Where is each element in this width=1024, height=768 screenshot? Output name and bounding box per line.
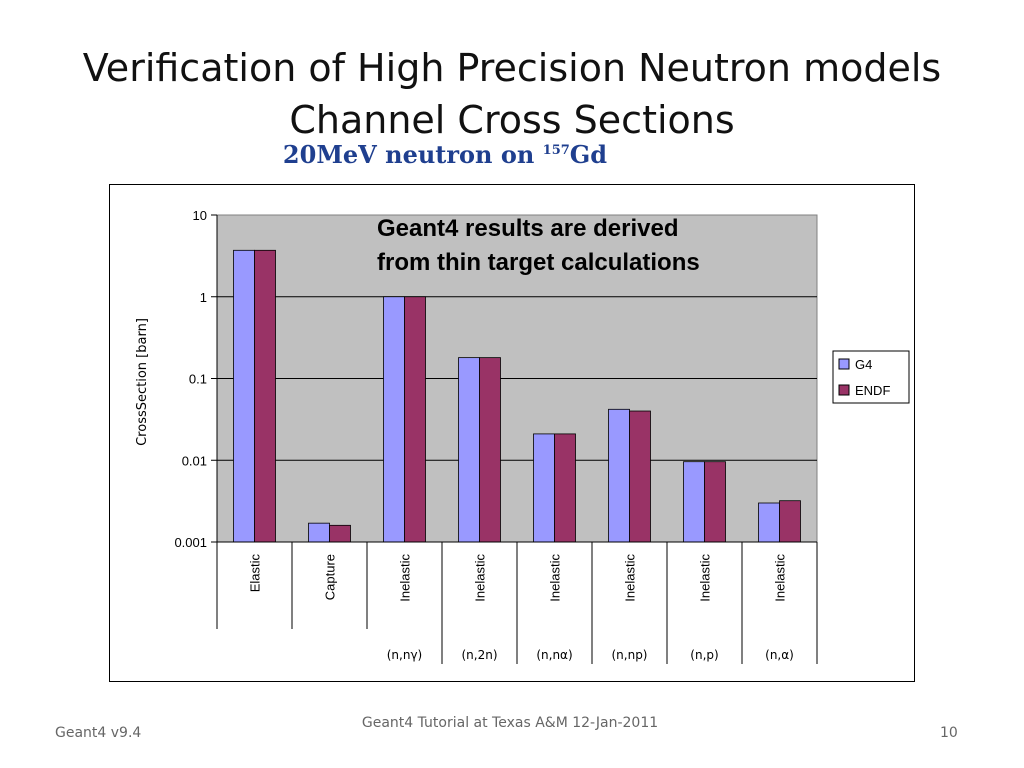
- y-tick-label: 0.001: [174, 535, 207, 550]
- footer-version: Geant4 v9.4: [55, 725, 142, 741]
- category-label: Inelastic: [473, 554, 488, 602]
- bar-g4: [758, 502, 780, 543]
- subtitle-text: 20MeV neutron on: [282, 140, 543, 169]
- legend-swatch-g4: [838, 358, 850, 370]
- bar-g4: [533, 433, 555, 543]
- legend: G4 ENDF: [832, 350, 910, 404]
- annotation-line-2: from thin target calculations: [377, 249, 700, 276]
- legend-label-endf: ENDF: [855, 383, 890, 398]
- bar-endf: [554, 433, 576, 543]
- bar-g4: [458, 357, 480, 543]
- footer-page-number: 10: [940, 725, 958, 741]
- bar-endf: [329, 524, 351, 543]
- subcategory-label: (n,np): [611, 648, 647, 662]
- bar-g4: [608, 408, 630, 543]
- footer-event: Geant4 Tutorial at Texas A&M 12-Jan-2011: [361, 715, 659, 731]
- bar-endf: [479, 357, 501, 543]
- bar-endf: [404, 296, 426, 543]
- subcategory-label: (n,nα): [536, 648, 572, 662]
- subcategory-label: (n,2n): [461, 648, 497, 662]
- annotation-line-1: Geant4 results are derived: [377, 215, 678, 242]
- bar-g4: [383, 296, 405, 543]
- bar-endf: [704, 461, 726, 543]
- y-axis-label: CrossSection [barn]: [135, 318, 150, 446]
- bars: [233, 249, 801, 543]
- category-label: Inelastic: [548, 554, 563, 602]
- y-tick-label: 10: [193, 208, 207, 223]
- category-label: Elastic: [248, 554, 263, 593]
- title-line-1: Verification of High Precision Neutron m…: [82, 46, 942, 90]
- slide-title: Verification of High Precision Neutron m…: [0, 42, 1024, 146]
- y-tick-label: 0.1: [189, 372, 207, 387]
- subcategory-label: (n,α): [765, 648, 794, 662]
- x-axis: Elastic Capture Inelastic (n,nγ) Inelastic (n…: [216, 541, 818, 664]
- y-axis: 10 1 0.1 0.01 0.001: [174, 208, 218, 550]
- bar-endf: [254, 249, 276, 543]
- bar-endf: [779, 500, 801, 543]
- bar-g4: [308, 522, 330, 543]
- subtitle-element: Gd: [569, 140, 608, 169]
- category-label: Capture: [323, 554, 338, 600]
- bar-g4: [233, 249, 255, 543]
- subcategory-label: (n,p): [690, 648, 718, 662]
- legend-swatch-endf: [838, 384, 850, 396]
- subcategory-label: (n,nγ): [387, 648, 423, 662]
- gridlines: [217, 296, 817, 461]
- subtitle-isotope-number: 157: [542, 143, 570, 158]
- bar-endf: [629, 410, 651, 543]
- chart-subtitle: 20MeV neutron on 157Gd: [0, 140, 890, 169]
- category-label: Inelastic: [773, 554, 788, 602]
- title-line-2: Channel Cross Sections: [289, 98, 735, 142]
- bar-g4: [683, 461, 705, 543]
- legend-label-g4: G4: [855, 357, 872, 372]
- category-label: Inelastic: [398, 554, 413, 602]
- y-tick-label: 0.01: [182, 453, 207, 468]
- category-label: Inelastic: [698, 554, 713, 602]
- category-label: Inelastic: [623, 554, 638, 602]
- cross-section-chart: 10 1 0.1 0.01 0.001 Elastic Capture Inelastic (…: [109, 184, 915, 682]
- y-tick-label: 1: [200, 290, 207, 305]
